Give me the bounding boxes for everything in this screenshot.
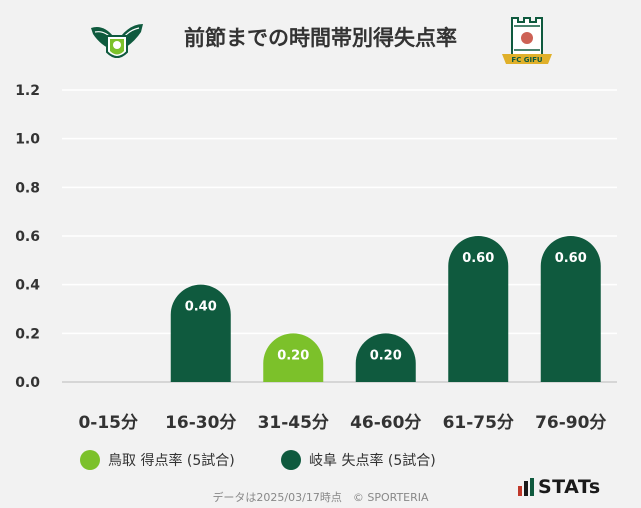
bar-gifu-5 [540, 236, 601, 382]
legend-item-gifu: 岐阜 失点率 (5試合) [281, 450, 436, 470]
legend-label-gifu: 岐阜 失点率 (5試合) [309, 453, 436, 469]
tottori-emblem-icon [91, 24, 143, 58]
legend-label-tottori: 鳥取 得点率 (5試合) [108, 453, 235, 469]
x-tick-label: 46-60分 [350, 413, 421, 433]
x-tick-label: 0-15分 [78, 413, 138, 433]
stats-brand-text: STATs [538, 476, 601, 498]
legend-dot-gifu [281, 450, 301, 470]
y-tick-label: 0.2 [15, 326, 40, 342]
legend-item-tottori: 鳥取 得点率 (5試合) [80, 450, 235, 470]
bar-data-label: 0.20 [277, 348, 309, 363]
fc-gifu-logo-text: FC GIFU [511, 56, 542, 64]
x-tick-label: 31-45分 [258, 413, 329, 433]
bar-tottori-2 [263, 333, 324, 382]
footer-note: データは2025/03/17時点 © SPORTERIA [212, 491, 429, 504]
y-tick-label: 0.4 [15, 278, 40, 294]
bar-data-label: 0.20 [370, 348, 402, 363]
y-tick-label: 1.2 [15, 83, 40, 99]
bar-gifu-1 [170, 284, 231, 382]
stats-brand: STATs [518, 476, 601, 498]
x-tick-label: 76-90分 [535, 413, 606, 433]
y-tick-label: 0.6 [15, 229, 40, 245]
bar-data-label: 0.60 [462, 251, 494, 266]
legend-dot-tottori [80, 450, 100, 470]
y-tick-label: 0.0 [15, 375, 40, 391]
stats-logo-icon [518, 478, 534, 496]
chart-title: 前節までの時間帯別得失点率 [184, 26, 457, 50]
bar-data-label: 0.60 [555, 251, 587, 266]
legend: 鳥取 得点率 (5試合) 岐阜 失点率 (5試合) [0, 450, 641, 474]
x-tick-label: 61-75分 [443, 413, 514, 433]
x-tick-label: 16-30分 [165, 413, 236, 433]
y-tick-label: 0.8 [15, 180, 40, 196]
y-tick-label: 1.0 [15, 132, 40, 148]
bar-gifu-4 [448, 236, 509, 382]
bar-data-label: 0.40 [185, 300, 217, 315]
bar-gifu-3 [355, 333, 416, 382]
fc-gifu-emblem-icon: FC GIFU [502, 17, 552, 64]
